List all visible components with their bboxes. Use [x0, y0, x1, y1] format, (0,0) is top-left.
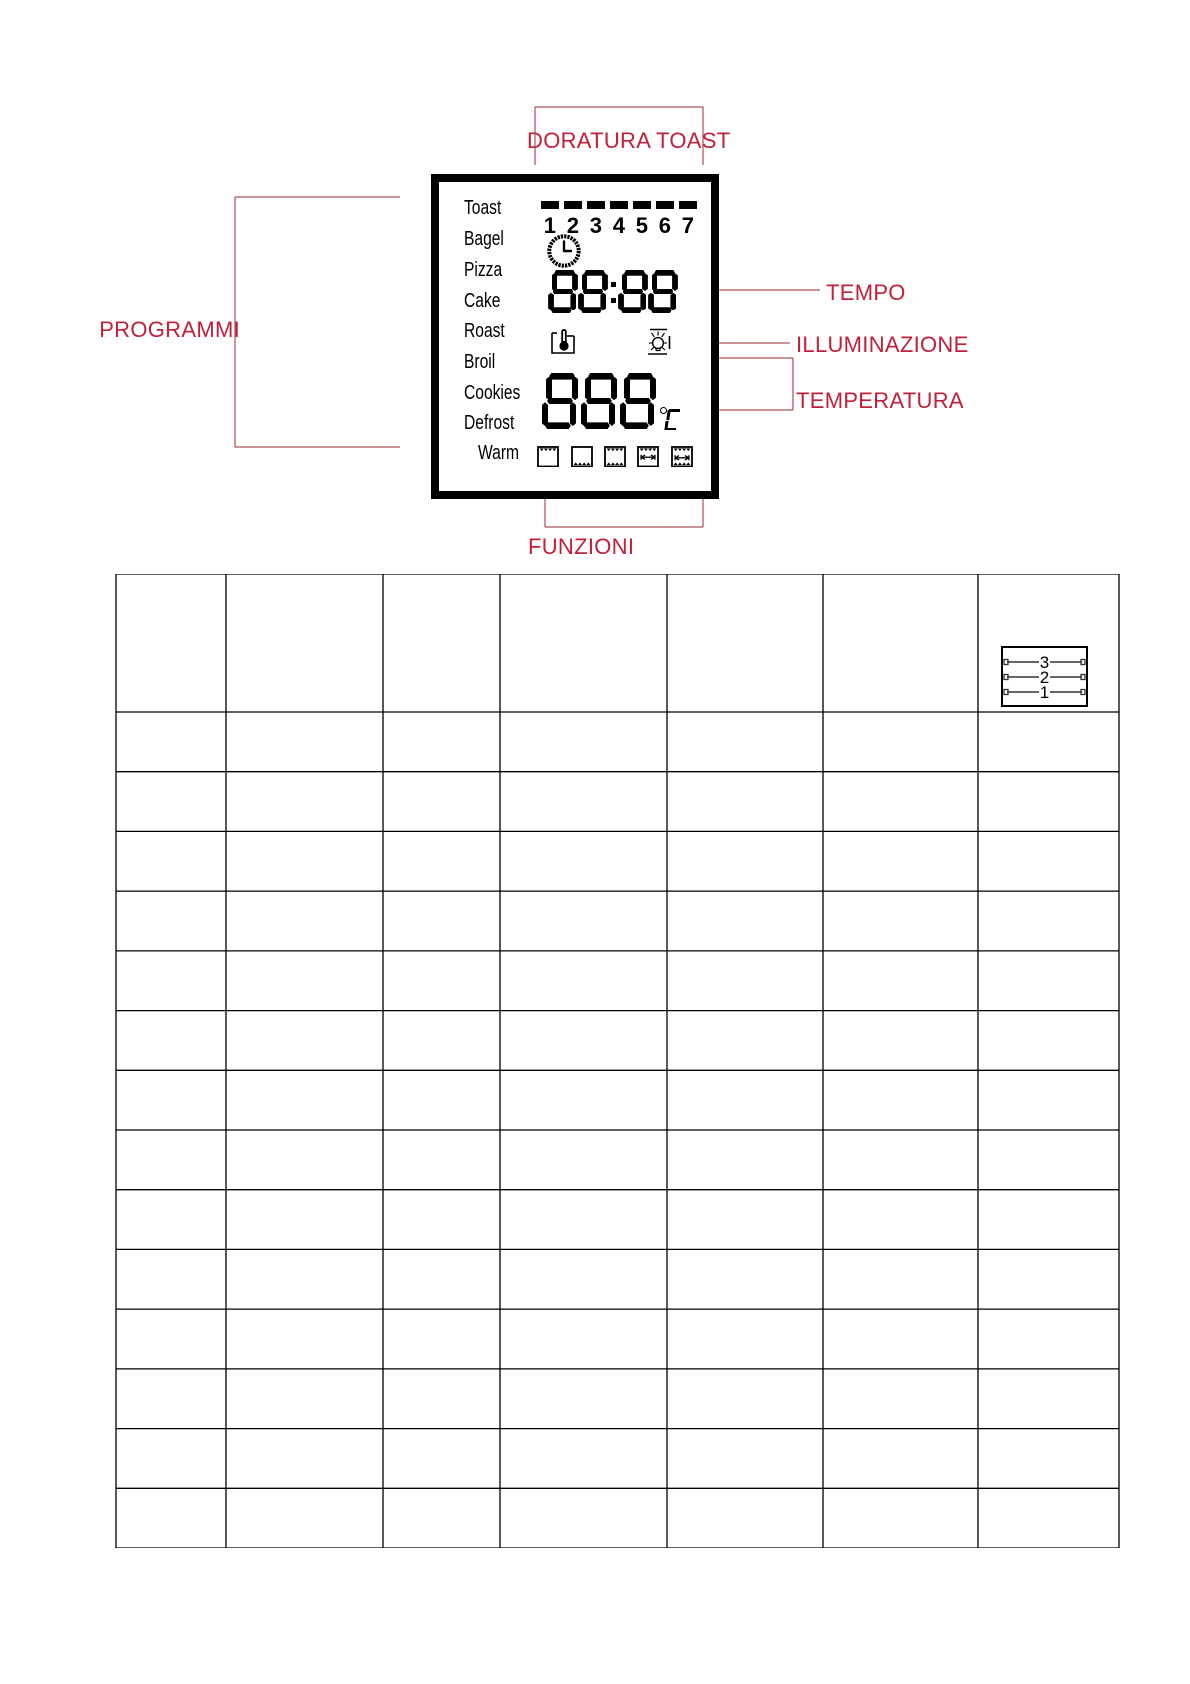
svg-text:1: 1 — [1040, 683, 1049, 702]
